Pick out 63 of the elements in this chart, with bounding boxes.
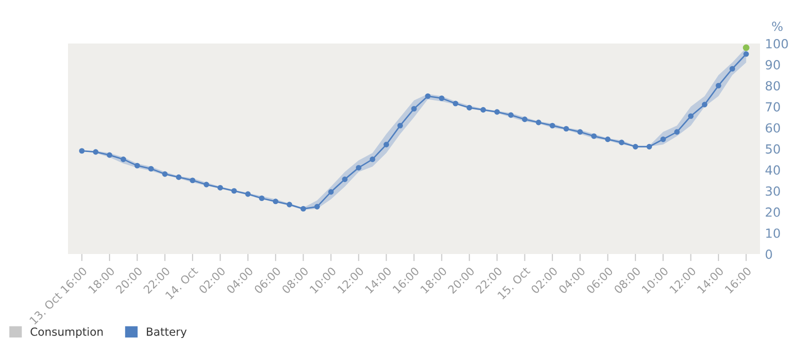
y-tick-label: 20 (766, 207, 780, 217)
y-tick-label: 0 (766, 250, 772, 259)
point (106, 152, 112, 158)
point (176, 174, 182, 180)
point (148, 166, 154, 172)
point (508, 112, 514, 118)
point (314, 204, 320, 210)
point (92, 149, 98, 155)
point (674, 129, 680, 135)
y-tick-label: 50 (766, 144, 780, 154)
y-tick-label: 60 (766, 123, 780, 133)
point (300, 206, 306, 212)
point (536, 120, 542, 126)
y-tick-label: 40 (765, 165, 780, 175)
point (604, 136, 611, 142)
point (258, 195, 265, 202)
point (134, 162, 140, 168)
point (480, 107, 486, 113)
point (632, 144, 638, 150)
point (120, 156, 126, 162)
point (452, 100, 458, 106)
point (716, 82, 722, 88)
y-axis-title: % (772, 22, 783, 32)
point (286, 202, 292, 208)
point (342, 176, 348, 182)
point (743, 51, 749, 57)
point (618, 140, 624, 146)
point (425, 93, 431, 99)
point (356, 164, 362, 170)
y-tick-label: 90 (766, 60, 780, 70)
y-tick-label: 30 (766, 186, 780, 196)
y-tick-label: 80 (766, 81, 780, 91)
point (591, 133, 597, 139)
point (577, 129, 583, 135)
point (646, 144, 652, 150)
point (438, 95, 444, 102)
point (730, 66, 736, 72)
point (702, 102, 708, 108)
point (563, 126, 570, 132)
point (272, 198, 278, 204)
point (466, 104, 472, 110)
point (411, 106, 417, 112)
point (660, 136, 666, 142)
point (494, 109, 500, 115)
point (522, 116, 528, 122)
point (190, 178, 196, 184)
point (688, 113, 694, 119)
point (162, 171, 168, 177)
point (79, 148, 85, 154)
legend-label: Battery (146, 328, 187, 338)
legend-label: Consumption (30, 327, 103, 338)
point (328, 189, 334, 195)
y-tick-label: 70 (766, 102, 780, 112)
point (217, 184, 224, 190)
point (384, 142, 390, 148)
point (370, 156, 376, 162)
point (550, 122, 556, 128)
point (397, 122, 403, 128)
point (245, 191, 251, 197)
y-tick-label: 10 (766, 228, 780, 238)
y-tick-label: 100 (766, 38, 788, 48)
point (204, 182, 210, 188)
point (231, 188, 237, 194)
